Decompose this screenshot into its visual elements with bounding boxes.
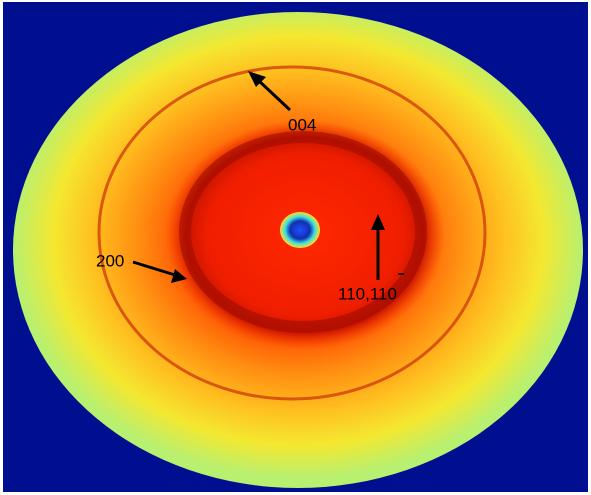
label-110: 110,110: [338, 284, 397, 303]
arrowhead: [171, 269, 187, 283]
label-004: 004: [288, 115, 316, 134]
label-200: 200: [96, 251, 124, 270]
ring-200: [179, 131, 427, 333]
beam-center: [280, 212, 320, 248]
arrowhead: [371, 214, 385, 230]
arrowhead: [248, 71, 266, 87]
ring-004: [97, 65, 487, 401]
arrow: [256, 78, 292, 112]
arrows: [132, 71, 404, 283]
arrow: [132, 260, 176, 277]
